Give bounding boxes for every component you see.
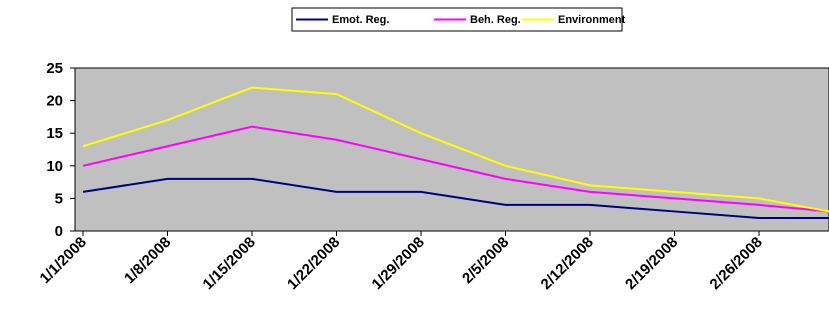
legend-label: Beh. Reg. bbox=[470, 14, 521, 26]
x-tick-label: 2/12/2008 bbox=[538, 234, 597, 293]
x-tick-label: 2/26/2008 bbox=[707, 234, 766, 293]
series-line bbox=[82, 86, 829, 213]
x-tick-label: 1/22/2008 bbox=[284, 234, 343, 293]
legend: Emot. Reg. Beh. Reg. Environment bbox=[291, 7, 626, 32]
y-tick-label: 0 bbox=[55, 223, 63, 240]
y-tick-label: 5 bbox=[55, 190, 63, 207]
plot-area bbox=[74, 67, 829, 232]
x-axis: 1/1/2008 1/8/2008 1/15/2008 1/22/2008 1/29/2… bbox=[37, 231, 766, 293]
x-tick-label: 1/15/2008 bbox=[200, 234, 259, 293]
y-tick-label: 15 bbox=[46, 125, 63, 142]
x-tick-label: 1/1/2008 bbox=[37, 234, 90, 287]
y-tick-label: 10 bbox=[46, 158, 63, 175]
series-lines bbox=[82, 86, 829, 219]
x-tick-label: 1/29/2008 bbox=[369, 234, 428, 293]
legend-items: Emot. Reg. Beh. Reg. Environment bbox=[296, 14, 626, 26]
x-tick-label: 2/19/2008 bbox=[622, 234, 681, 293]
series-line bbox=[82, 177, 829, 219]
series-line bbox=[82, 125, 829, 213]
y-tick-label: 20 bbox=[46, 93, 63, 110]
legend-label: Emot. Reg. bbox=[332, 14, 389, 26]
legend-label: Environment bbox=[558, 14, 626, 26]
x-tick-label: 2/5/2008 bbox=[459, 234, 512, 287]
x-tick-label: 1/8/2008 bbox=[121, 234, 174, 287]
y-axis: 0 5 10 15 20 25 bbox=[46, 60, 75, 240]
y-tick-label: 25 bbox=[46, 60, 63, 77]
